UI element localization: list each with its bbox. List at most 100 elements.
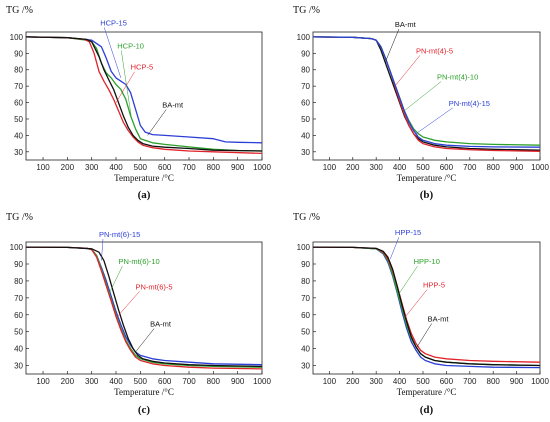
x-tick-label: 900 — [231, 377, 245, 386]
x-tick-label: 800 — [487, 163, 501, 172]
y-tick-label: 30 — [301, 148, 310, 157]
panel-1: 30 40 50 60 70 80 90 100 100 200 300 400 500 600 700 80… — [6, 5, 271, 201]
series-line-ba-mt — [25, 246, 263, 368]
plot-frame — [312, 31, 541, 161]
series-annotation: HCP-15 — [100, 18, 127, 27]
x-axis-label: Temperature /°C — [397, 387, 457, 397]
y-axis-label: TG /% — [293, 5, 320, 16]
y-tick-label: 50 — [14, 115, 23, 124]
x-tick-label: 400 — [109, 163, 123, 172]
series-annotation: PN-mt(4)-10 — [437, 73, 478, 82]
annotation-leader — [398, 265, 418, 295]
series-annotation: PN-mt(6)-10 — [118, 257, 159, 266]
annotation-leader — [103, 27, 122, 79]
series-annotation: PN-mt(6)-5 — [135, 282, 172, 291]
series-annotation: PN-mt(6)-15 — [99, 230, 140, 239]
series-line-pn-mt-6-5 — [25, 246, 263, 370]
x-axis-label: Temperature /°C — [397, 173, 457, 183]
x-axis-label: Temperature /°C — [114, 173, 174, 183]
annotation-leader — [115, 71, 135, 103]
y-tick-label: 40 — [14, 131, 23, 140]
x-tick-label: 900 — [510, 163, 524, 172]
annotation-leader — [394, 55, 421, 87]
x-tick-label: 100 — [36, 163, 50, 172]
series-annotation: BA-mt — [395, 20, 417, 29]
y-tick-label: 100 — [10, 243, 24, 252]
y-axis-label: TG /% — [6, 212, 33, 223]
y-tick-label: 30 — [14, 362, 23, 371]
y-tick-label: 40 — [301, 345, 310, 354]
x-tick-label: 700 — [463, 377, 477, 386]
y-tick-label: 100 — [10, 33, 24, 42]
series-annotation: HPP-15 — [395, 228, 421, 237]
y-tick-label: 70 — [14, 82, 23, 91]
series-line-hcp-10 — [25, 36, 263, 152]
y-tick-label: 70 — [301, 294, 310, 303]
annotation-leader — [385, 28, 400, 62]
series-line-hcp-15 — [25, 36, 263, 144]
y-tick-label: 80 — [14, 66, 23, 75]
y-tick-label: 100 — [297, 33, 311, 42]
x-tick-label: 700 — [182, 163, 196, 172]
annotation-leader — [115, 291, 140, 319]
x-tick-label: 600 — [158, 163, 172, 172]
y-tick-label: 80 — [14, 277, 23, 286]
x-tick-label: 300 — [85, 377, 99, 386]
series-annotation: PN-mt(4)-15 — [449, 99, 490, 108]
x-tick-label: 1000 — [253, 377, 271, 386]
x-tick-label: 800 — [487, 377, 501, 386]
y-tick-label: 50 — [301, 328, 310, 337]
series-line-hcp-5 — [25, 36, 263, 155]
series-annotation: HPP-5 — [423, 281, 445, 290]
annotation-leader — [101, 238, 104, 261]
y-tick-label: 60 — [301, 311, 310, 320]
x-tick-label: 100 — [323, 163, 337, 172]
x-axis-label: Temperature /°C — [114, 387, 174, 397]
panel-label: (b) — [420, 189, 434, 201]
x-tick-label: 400 — [393, 163, 407, 172]
x-tick-label: 800 — [207, 163, 221, 172]
y-tick-label: 50 — [14, 328, 23, 337]
x-tick-label: 900 — [510, 377, 524, 386]
x-tick-label: 600 — [158, 377, 172, 386]
x-tick-label: 800 — [207, 377, 221, 386]
y-tick-label: 40 — [14, 345, 23, 354]
y-axis-label: TG /% — [6, 5, 33, 16]
y-tick-label: 90 — [14, 260, 23, 269]
x-tick-label: 100 — [36, 377, 50, 386]
series-annotation: BA-mt — [150, 320, 172, 329]
x-tick-label: 700 — [463, 163, 477, 172]
x-tick-label: 1000 — [531, 163, 549, 172]
x-tick-label: 400 — [393, 377, 407, 386]
annotation-leader — [404, 81, 442, 111]
panel-label: (a) — [138, 189, 151, 201]
y-tick-label: 70 — [301, 82, 310, 91]
annotation-leader — [389, 237, 400, 260]
y-tick-label: 60 — [14, 99, 23, 108]
panel-label: (c) — [138, 404, 151, 416]
x-tick-label: 300 — [85, 163, 99, 172]
plot-frame — [312, 241, 541, 375]
annotation-leader — [415, 323, 432, 349]
x-tick-label: 100 — [323, 377, 337, 386]
plot-frame — [25, 241, 263, 375]
x-tick-label: 200 — [346, 163, 360, 172]
y-tick-label: 60 — [301, 99, 310, 108]
series-line-hpp-5 — [312, 246, 541, 363]
panel-2: 30 40 50 60 70 80 90 100 100 200 300 400 500 600 700 80… — [293, 5, 549, 201]
annotation-leader — [147, 109, 167, 136]
x-tick-label: 900 — [231, 163, 245, 172]
x-tick-label: 200 — [61, 377, 75, 386]
y-tick-label: 100 — [297, 243, 311, 252]
series-annotation: HCP-5 — [131, 63, 154, 72]
y-tick-label: 80 — [301, 277, 310, 286]
y-tick-label: 40 — [301, 131, 310, 140]
x-tick-label: 600 — [440, 377, 454, 386]
x-tick-label: 600 — [440, 163, 454, 172]
y-tick-label: 70 — [14, 294, 23, 303]
x-tick-label: 400 — [109, 377, 123, 386]
x-tick-label: 500 — [134, 163, 148, 172]
x-tick-label: 200 — [61, 163, 75, 172]
series-line-ba-mt — [312, 246, 541, 367]
